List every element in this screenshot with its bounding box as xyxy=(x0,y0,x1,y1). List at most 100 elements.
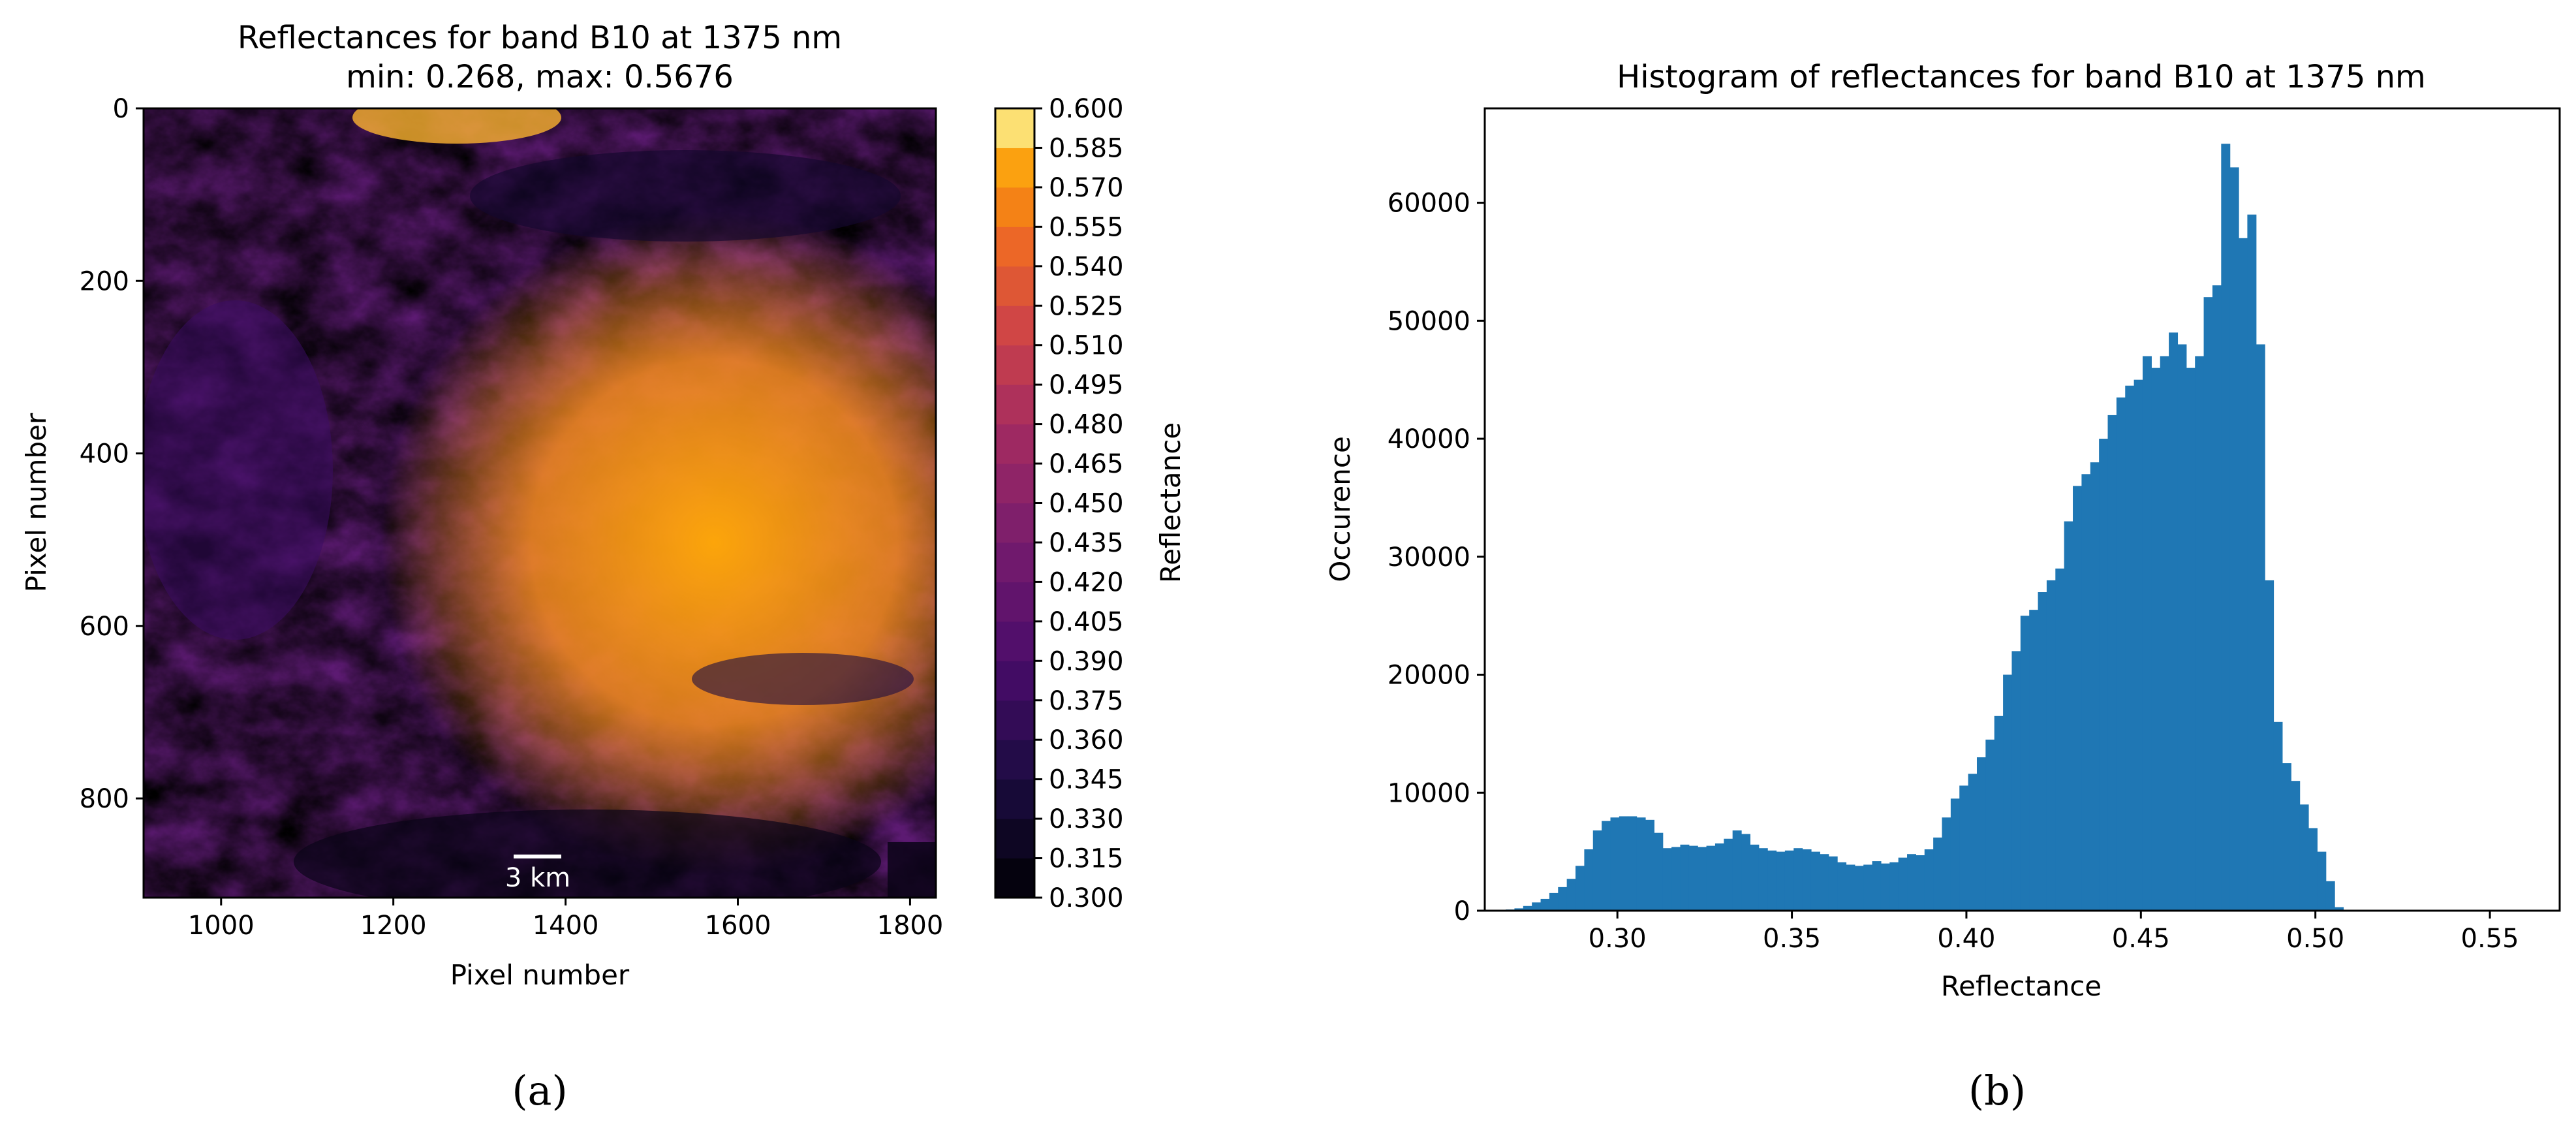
histogram-bar xyxy=(2186,368,2196,911)
histogram-bar xyxy=(2011,651,2021,911)
histogram-bar xyxy=(1837,862,1847,911)
histogram-bar xyxy=(2151,368,2161,911)
histogram-bar xyxy=(2299,804,2309,911)
histogram-bar xyxy=(2247,214,2257,911)
histogram-bar xyxy=(2029,610,2039,911)
histogram-bar xyxy=(1889,862,1899,911)
histogram-bar xyxy=(2125,385,2135,911)
colorbar-cell xyxy=(995,503,1034,543)
colorbar-cell xyxy=(995,464,1034,503)
histogram-bar xyxy=(1854,866,1864,911)
colorbar-ticks: 0.300 0.315 0.330 0.345 0.360 0.375 0.390 0.405… xyxy=(1034,94,1124,913)
heatmap-subtitle: min: 0.268, max: 0.5676 xyxy=(346,59,734,95)
colorbar-cell xyxy=(995,108,1034,148)
heatmap-x-tick-label: 1600 xyxy=(705,911,771,941)
histogram-bar xyxy=(1820,854,1829,911)
histogram-y-tick-label: 10000 xyxy=(1388,778,1470,808)
histogram-x-tick-label: 0.30 xyxy=(1589,924,1647,954)
histogram-bar xyxy=(1671,847,1681,911)
histogram-bar xyxy=(2160,356,2169,911)
heatmap-y-tick-label: 400 xyxy=(80,439,129,469)
histogram-bar xyxy=(1558,887,1568,911)
heatmap-x-ticks: 1000 1200 1400 1600 1800 xyxy=(188,898,943,941)
colorbar-tick-label: 0.480 xyxy=(1049,410,1124,440)
colorbar-tick-label: 0.300 xyxy=(1049,883,1124,913)
colorbar-cell xyxy=(995,385,1034,425)
histogram-bar xyxy=(1619,816,1628,911)
histogram-bar xyxy=(1750,844,1760,911)
colorbar-cell xyxy=(995,266,1034,306)
histogram-x-tick-label: 0.50 xyxy=(2286,924,2344,954)
colorbar-cell xyxy=(995,345,1034,385)
heatmap-image: 3 km xyxy=(144,108,936,898)
histogram-y-tick-label: 40000 xyxy=(1388,424,1470,454)
histogram-bars xyxy=(1506,144,2344,911)
histogram-bar xyxy=(2107,415,2117,911)
colorbar-cell xyxy=(995,227,1034,267)
colorbar-cell xyxy=(995,621,1034,661)
histogram-bar xyxy=(1950,798,1960,911)
histogram-bar xyxy=(2203,297,2213,911)
histogram-bar xyxy=(1540,898,1550,911)
histogram-bar xyxy=(1584,849,1594,911)
histogram-bar xyxy=(1715,843,1724,911)
histogram-bar xyxy=(1732,830,1742,911)
colorbar-tick-label: 0.585 xyxy=(1049,133,1124,163)
heatmap-dark-left xyxy=(144,300,333,640)
heatmap-title: Reflectances for band B10 at 1375 nm xyxy=(238,20,842,56)
histogram-bar xyxy=(2177,344,2187,911)
histogram-bar xyxy=(1776,851,1786,911)
colorbar-tick-label: 0.330 xyxy=(1049,804,1124,834)
histogram-x-tick-label: 0.45 xyxy=(2112,924,2170,954)
heatmap-y-tick-label: 200 xyxy=(80,266,129,296)
colorbar-tick-label: 0.495 xyxy=(1049,370,1124,400)
colorbar-tick-label: 0.555 xyxy=(1049,212,1124,242)
colorbar-tick-label: 0.345 xyxy=(1049,765,1124,795)
colorbar-tick-label: 0.375 xyxy=(1049,686,1124,716)
histogram-panel: Histogram of reflectances for band B10 a… xyxy=(1324,59,2561,1114)
heatmap-x-label: Pixel number xyxy=(450,959,630,991)
histogram-bar xyxy=(2273,721,2283,911)
histogram-bar xyxy=(1592,830,1602,911)
heatmap-top-bright xyxy=(352,108,561,144)
histogram-bar xyxy=(1863,864,1873,911)
colorbar-tick-label: 0.540 xyxy=(1049,252,1124,282)
histogram-x-tick-label: 0.35 xyxy=(1763,924,1821,954)
heatmap-y-tick-label: 600 xyxy=(80,612,129,642)
histogram-frame xyxy=(1483,107,2561,912)
heatmap-x-tick-label: 1400 xyxy=(533,911,599,941)
histogram-x-ticks: 0.30 0.35 0.40 0.45 0.50 0.55 xyxy=(1589,911,2519,954)
histogram-bar xyxy=(1872,861,1882,911)
histogram-bar xyxy=(1662,848,1672,911)
heatmap-dark-streak xyxy=(692,653,914,705)
histogram-bar xyxy=(2325,881,2335,911)
colorbar-tick-label: 0.450 xyxy=(1049,489,1124,519)
heatmap-y-tick-label: 0 xyxy=(113,94,129,124)
colorbar: 0.300 0.315 0.330 0.345 0.360 0.375 0.390 0.405… xyxy=(994,94,1187,913)
colorbar-tick-label: 0.570 xyxy=(1049,173,1124,203)
histogram-bar xyxy=(2256,344,2265,911)
histogram-bar xyxy=(2335,907,2344,911)
colorbar-tick-label: 0.600 xyxy=(1049,94,1124,124)
histogram-bar xyxy=(1810,851,1820,911)
colorbar-tick-label: 0.435 xyxy=(1049,528,1124,558)
colorbar-tick-label: 0.420 xyxy=(1049,567,1124,597)
histogram-bar xyxy=(2116,397,2126,911)
histogram-bar xyxy=(2038,592,2047,911)
histogram-bar xyxy=(2169,332,2179,911)
histogram-bar xyxy=(2291,781,2301,911)
heatmap-panel: Reflectances for band B10 at 1375 nm min… xyxy=(20,20,1187,1114)
histogram-bar xyxy=(1532,902,1542,911)
histogram-bar xyxy=(1688,845,1698,911)
histogram-bar xyxy=(1880,863,1890,911)
colorbar-cells xyxy=(995,108,1034,898)
histogram-y-tick-label: 0 xyxy=(1454,896,1470,926)
histogram-bar xyxy=(2212,285,2222,911)
histogram-x-tick-label: 0.55 xyxy=(2461,924,2519,954)
histogram-bar xyxy=(1916,855,1925,911)
histogram-bar xyxy=(1933,837,1943,911)
histogram-bar xyxy=(1994,715,2004,911)
panel-label-a: (a) xyxy=(512,1067,567,1114)
histogram-bar xyxy=(2229,167,2239,911)
